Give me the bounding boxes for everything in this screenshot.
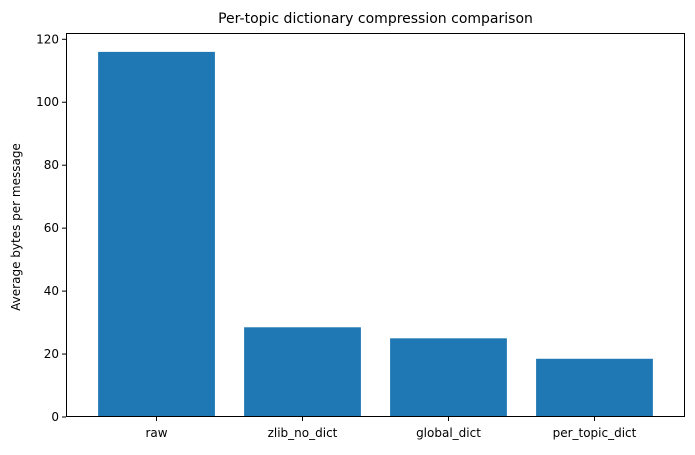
y-tick-label: 60 <box>44 221 59 235</box>
y-tick-label: 40 <box>44 284 59 298</box>
bar-global_dict <box>390 338 507 417</box>
x-tick-label: raw <box>145 426 167 440</box>
chart-title: Per-topic dictionary compression compari… <box>218 11 533 27</box>
x-tick-label: zlib_no_dict <box>268 426 338 440</box>
x-tick-label: global_dict <box>416 426 481 440</box>
y-tick-label: 120 <box>36 32 59 46</box>
plot-frame <box>66 33 685 417</box>
y-tick-label: 100 <box>36 95 59 109</box>
y-tick-label: 80 <box>44 158 59 172</box>
x-axis: raw zlib_no_dict global_dict per_topic_dict <box>145 417 637 440</box>
x-tick-label: per_topic_dict <box>553 426 637 440</box>
y-axis-label: Average bytes per message <box>9 143 23 311</box>
y-tick-label: 20 <box>44 347 59 361</box>
y-tick-label: 0 <box>51 410 59 424</box>
y-axis: 0 20 40 60 80 100 120 <box>36 32 66 424</box>
bar-per_topic_dict <box>536 358 653 417</box>
bar-raw <box>98 51 215 417</box>
bars-layer <box>98 51 653 417</box>
bar-zlib_no_dict <box>244 327 361 417</box>
